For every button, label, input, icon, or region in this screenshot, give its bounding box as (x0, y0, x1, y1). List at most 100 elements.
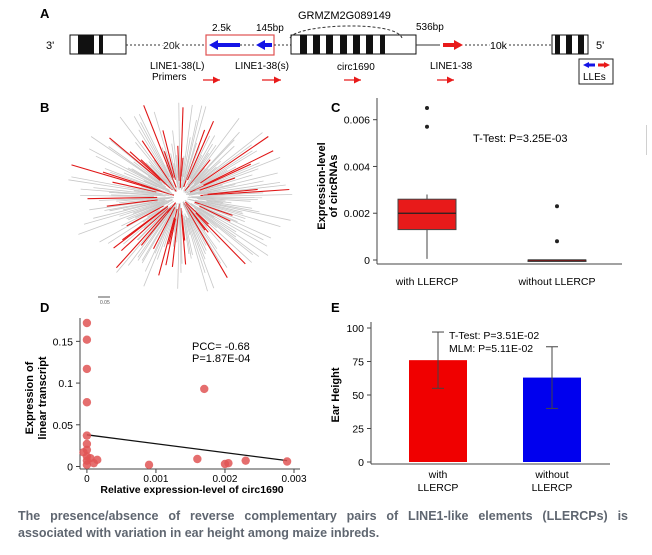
tree-branch-red (195, 212, 246, 265)
tree-branch (137, 203, 176, 258)
edge-line (646, 125, 647, 155)
tree-branch (147, 208, 161, 218)
tree-branch (104, 199, 166, 211)
tree-branch (83, 200, 165, 225)
tree-branch (116, 212, 168, 273)
left-exon (78, 35, 94, 54)
tree-branch (172, 209, 179, 247)
scatter-point (144, 460, 154, 470)
tree-branch-red (181, 157, 184, 177)
tree-branch (195, 209, 217, 229)
tree-branch (202, 192, 264, 197)
tree-branch (188, 198, 243, 213)
tree-branch (133, 161, 163, 184)
tree-branch-red (140, 202, 177, 246)
tree-branch (183, 215, 193, 256)
circ-label: circ1690 (337, 62, 375, 73)
tree-branch (189, 167, 205, 187)
tree-branch (186, 210, 207, 251)
tree-branch-red (112, 181, 157, 193)
tree-branch (187, 198, 244, 215)
tree-branch (190, 143, 213, 180)
tree-branch (185, 215, 206, 274)
tree-branch (153, 111, 175, 178)
tree-branch (133, 116, 175, 187)
tree-branch (206, 200, 224, 204)
legend-red-head (604, 62, 610, 68)
tree-branch (201, 207, 264, 241)
scatter-point (241, 456, 250, 465)
tree-branch (176, 155, 180, 190)
legend-blue-head (583, 62, 589, 68)
tree-branch (147, 176, 170, 191)
right-exon (566, 35, 572, 54)
tree-branch (192, 197, 251, 202)
tree-branch-red (186, 120, 215, 181)
panel-e-bars (409, 331, 581, 462)
tree-branch-red (153, 206, 176, 250)
tree-branch-red (207, 188, 258, 195)
line1-L-arrow-head (209, 40, 218, 50)
panel-e-ytick-label: 25 (352, 424, 364, 436)
tree-branch (186, 204, 221, 243)
tree-branch (201, 150, 258, 185)
tree-branch (141, 214, 171, 264)
tree-branch (80, 195, 154, 197)
tree-branch (148, 161, 176, 192)
panel-c: C Expression-level of circRNAs 0 0.002 0.0… (316, 98, 622, 288)
tree-branch (127, 209, 171, 266)
panel-b-label: B (40, 100, 49, 115)
panel-d-pval: P=1.87E-04 (192, 353, 250, 365)
tree-branch-red (165, 218, 177, 266)
panel-c-ylabel-2: of circRNAs (328, 155, 340, 218)
tree-branch (93, 187, 173, 197)
tree-branch (184, 199, 269, 256)
tree-branch (183, 105, 203, 181)
exon (300, 35, 307, 54)
scale-label: 0.05 (100, 300, 110, 306)
tree-branch (180, 104, 193, 189)
box-outlier (425, 106, 429, 110)
tree-branch-red (200, 136, 269, 184)
tree-branch (198, 198, 232, 204)
tree-branch (135, 142, 176, 192)
tree-branch-red (168, 208, 178, 245)
panel-d-ytick-label: 0.05 (53, 420, 74, 432)
tree-branch (184, 213, 208, 292)
dist-536bp: 536bp (416, 22, 444, 33)
tree-branch (136, 205, 172, 241)
tree-branch (141, 203, 177, 261)
tree-branch (195, 201, 281, 227)
panel-d-pcc: PCC= -0.68 (192, 341, 250, 353)
tree-branch (185, 219, 191, 236)
tree-branch (128, 200, 173, 221)
line1-38-label: LINE1-38 (430, 61, 473, 72)
panel-d-ytick-label: 0.15 (53, 336, 74, 348)
tree-branch-red (162, 130, 177, 180)
box-outlier (425, 124, 429, 129)
tree-branch-red (71, 164, 175, 196)
tree-branch (193, 145, 235, 185)
tree-branch (143, 208, 176, 287)
panel-c-ttest: T-Test: P=3.25E-03 (473, 133, 567, 145)
tree-branch (71, 176, 170, 196)
tree-branch (186, 206, 228, 268)
tree-branch (90, 136, 163, 186)
panel-a: A 3' 20k 2.5k 145bp GRMZM2G089149 circ16… (40, 6, 614, 85)
panel-d-points (79, 318, 292, 470)
panel-c-boxes (397, 106, 587, 262)
tree-branch (131, 168, 170, 192)
tree-branch-red (183, 202, 228, 278)
five-prime-label: 5' (596, 40, 604, 52)
panel-d-ticks: 0 0.05 0.1 0.15 0 0.001 0.002 0.003 (53, 336, 307, 485)
exon (353, 35, 360, 54)
tree-branch (110, 171, 173, 195)
phylogenetic-tree (68, 102, 293, 292)
tree-branch (201, 203, 246, 219)
tree-branch (187, 144, 217, 186)
tree-branch (187, 184, 223, 196)
exon (326, 35, 333, 54)
tree-branch (188, 166, 237, 193)
tree-branch-red (163, 151, 174, 178)
scatter-point (82, 398, 92, 407)
